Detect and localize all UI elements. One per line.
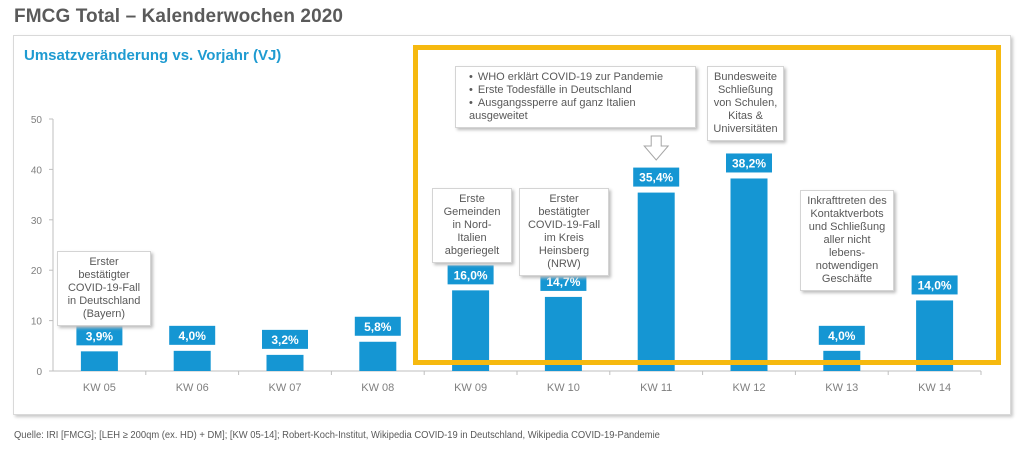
bar [730,178,768,371]
x-tick-label: KW 10 [547,382,580,394]
data-label-box [354,316,401,336]
y-tick-label: 0 [36,367,42,378]
data-label-box [169,325,216,345]
data-label: 3,9% [86,329,114,343]
annotation-kw05: Erster bestätigter COVID-19-Fall in Deut… [57,251,151,326]
x-tick-label: KW 13 [825,382,858,394]
bar [916,300,954,371]
data-label-box [726,153,772,173]
data-label: 14,7% [546,275,580,289]
bar [544,296,582,371]
x-tick-label: KW 05 [83,382,116,394]
y-tick-label: 10 [31,317,43,328]
data-label-box [447,265,494,285]
data-label-box [911,275,958,295]
x-tick-label: KW 14 [918,382,951,394]
annotation-kw09: Erste Gemeinden in Nord-Italien abgerieg… [432,188,512,263]
data-label-box [540,271,587,291]
data-label: 4,0% [179,329,207,343]
annotation-kw11-item: WHO erklärt COVID-19 zur Pandemie [469,71,690,84]
x-tick-label: KW 08 [361,382,394,394]
data-label: 5,8% [364,320,392,334]
annotation-kw11-item: Ausgangssperre auf ganz Italien ausgewei… [469,97,690,123]
data-label: 35,4% [639,171,673,185]
bar [80,351,118,371]
data-label: 16,0% [454,268,488,282]
bar [359,341,397,371]
y-tick-label: 40 [31,165,43,176]
annotation-kw12: Bundesweite Schließung von Schulen, Kita… [707,66,784,141]
bar [637,192,675,371]
x-tick-label: KW 11 [640,382,672,394]
bar [823,350,861,371]
bar [266,354,304,371]
data-label: 4,0% [828,329,856,343]
arrow-down-icon [643,135,670,161]
y-tick-label: 50 [31,115,43,126]
y-tick-label: 30 [31,216,43,227]
data-label: 38,2% [732,156,766,170]
data-label-box [76,326,123,346]
chart-title: Umsatzveränderung vs. Vorjahr (VJ) [24,47,282,64]
data-label-box [262,329,308,349]
bar [452,290,490,371]
data-label-box [818,325,865,345]
annotation-kw10: Erster bestätigter COVID-19-Fall im Krei… [519,188,609,276]
data-label-box [633,167,680,187]
annotation-kw13: Inkrafttreten des Kontaktverbots und Sch… [800,190,894,291]
x-tick-label: KW 09 [454,382,487,394]
page-title: FMCG Total – Kalenderwochen 2020 [14,6,344,27]
x-tick-label: KW 12 [732,382,765,394]
bar [173,350,211,371]
annotation-kw11: WHO erklärt COVID-19 zur Pandemie Erste … [455,66,696,128]
y-tick-label: 20 [31,266,43,277]
x-tick-label: KW 07 [268,382,301,394]
data-label: 3,2% [271,333,299,347]
source-note: Quelle: IRI [FMCG]; [LEH ≥ 200qm (ex. HD… [14,430,660,441]
annotation-kw11-item: Erste Todesfälle in Deutschland [469,84,690,97]
data-label: 14,0% [918,278,952,292]
x-tick-label: KW 06 [176,382,209,394]
